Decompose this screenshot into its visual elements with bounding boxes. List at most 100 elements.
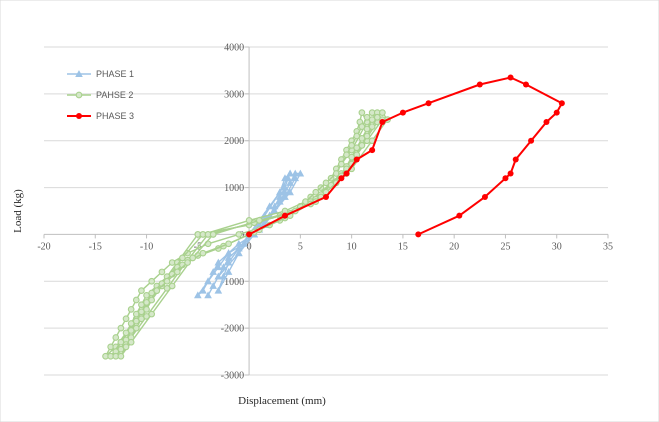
data-point: [369, 147, 376, 154]
data-point: [117, 352, 125, 360]
data-point: [373, 113, 381, 121]
data-point: [194, 291, 202, 299]
data-point: [415, 231, 422, 238]
data-point: [502, 175, 509, 182]
x-tick-label: 10: [347, 241, 357, 252]
data-point: [75, 91, 83, 99]
data-point: [214, 286, 223, 294]
data-point: [553, 109, 560, 116]
data-point: [281, 212, 288, 219]
data-point: [286, 169, 294, 177]
data-point: [358, 109, 366, 116]
y-tick-label: -3000: [221, 371, 244, 382]
data-point: [235, 249, 243, 257]
data-point: [286, 178, 294, 186]
data-point: [276, 188, 284, 196]
data-point: [522, 81, 529, 88]
data-point: [127, 306, 135, 313]
data-point: [507, 74, 514, 81]
data-point: [204, 277, 212, 285]
data-point: [143, 306, 150, 313]
data-point: [199, 286, 207, 294]
y-tick-label: 3000: [224, 89, 244, 100]
data-point: [379, 109, 386, 116]
data-point: [343, 170, 350, 177]
data-point: [224, 258, 233, 266]
legend-label: PHASE 3: [96, 111, 134, 121]
data-point: [543, 118, 550, 125]
data-point: [358, 142, 366, 149]
x-tick-label: 25: [500, 241, 510, 252]
data-point: [209, 282, 218, 289]
data-point: [122, 315, 130, 323]
y-tick-label: -2000: [221, 324, 244, 335]
data-point: [117, 324, 125, 332]
legend-label: PHASE 1: [96, 69, 134, 79]
data-point: [246, 231, 253, 238]
x-tick-label: 15: [398, 241, 408, 252]
data-point: [323, 193, 329, 200]
data-point: [76, 113, 82, 119]
y-axis-title: Load (kg): [12, 189, 24, 233]
legend-label: PAHSE 2: [96, 90, 133, 100]
data-point: [481, 193, 488, 200]
data-point: [138, 287, 145, 295]
data-point: [132, 324, 140, 332]
data-point: [112, 334, 120, 341]
data-point: [122, 343, 130, 351]
data-point: [219, 272, 228, 280]
data-point: [214, 263, 223, 271]
data-point: [138, 315, 145, 323]
data-point: [363, 132, 371, 140]
data-point: [276, 197, 284, 205]
x-tick-label: -20: [37, 241, 50, 252]
data-point: [255, 217, 263, 224]
data-point: [507, 170, 514, 177]
y-tick-label: -1000: [221, 277, 244, 288]
data-point: [184, 259, 191, 266]
legend-entry: PHASE 1: [67, 69, 134, 79]
data-point: [132, 296, 140, 304]
data-point: [224, 267, 233, 275]
data-point: [158, 268, 166, 276]
x-tick-label: 20: [449, 241, 459, 252]
data-point: [127, 338, 135, 346]
data-point: [225, 240, 232, 248]
data-point: [291, 169, 300, 177]
series-line: [217, 172, 291, 292]
data-point: [153, 287, 161, 295]
data-point: [338, 175, 345, 182]
series-phase-3: [246, 74, 565, 238]
plot-area: [102, 74, 565, 360]
legend-entry: PHASE 3: [67, 111, 134, 121]
data-point: [148, 310, 156, 318]
legend: PHASE 1 PAHSE 2 PHASE 3: [67, 69, 134, 121]
data-point: [558, 100, 565, 107]
x-tick-label: -10: [140, 241, 153, 252]
data-point: [189, 254, 197, 262]
x-tick-label: 30: [552, 241, 562, 252]
data-point: [368, 123, 376, 131]
data-point: [296, 169, 305, 177]
data-point: [235, 231, 243, 238]
data-point: [148, 296, 156, 304]
data-point: [209, 267, 218, 275]
data-point: [286, 188, 294, 196]
data-point: [281, 188, 289, 196]
data-point: [265, 202, 274, 210]
x-tick-label: -15: [89, 241, 102, 252]
x-axis-title: Displacement (mm): [238, 395, 326, 407]
data-point: [476, 81, 483, 88]
data-point: [425, 100, 432, 107]
data-point: [512, 156, 519, 163]
data-point: [173, 268, 181, 276]
data-point: [379, 118, 386, 125]
x-tick-label: 35: [603, 241, 613, 252]
data-point: [204, 291, 212, 299]
data-point: [528, 137, 535, 144]
data-point: [219, 263, 228, 271]
data-point: [399, 109, 406, 116]
data-point: [163, 277, 171, 285]
